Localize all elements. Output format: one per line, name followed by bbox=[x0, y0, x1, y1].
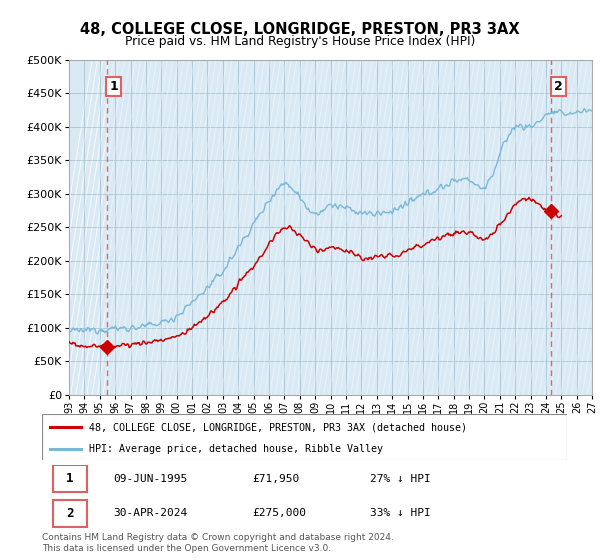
Text: Contains HM Land Registry data © Crown copyright and database right 2024.
This d: Contains HM Land Registry data © Crown c… bbox=[42, 533, 394, 553]
Text: 09-JUN-1995: 09-JUN-1995 bbox=[113, 474, 187, 484]
Text: HPI: Average price, detached house, Ribble Valley: HPI: Average price, detached house, Ribb… bbox=[89, 444, 383, 454]
Text: 1: 1 bbox=[66, 473, 73, 486]
Bar bbox=[53, 465, 86, 492]
Text: 48, COLLEGE CLOSE, LONGRIDGE, PRESTON, PR3 3AX (detached house): 48, COLLEGE CLOSE, LONGRIDGE, PRESTON, P… bbox=[89, 422, 467, 432]
Text: 1: 1 bbox=[110, 80, 118, 93]
Text: £71,950: £71,950 bbox=[252, 474, 299, 484]
Text: £275,000: £275,000 bbox=[252, 508, 306, 518]
Text: 48, COLLEGE CLOSE, LONGRIDGE, PRESTON, PR3 3AX: 48, COLLEGE CLOSE, LONGRIDGE, PRESTON, P… bbox=[80, 22, 520, 38]
Bar bbox=[53, 500, 86, 526]
Text: 30-APR-2024: 30-APR-2024 bbox=[113, 508, 187, 518]
Text: 27% ↓ HPI: 27% ↓ HPI bbox=[370, 474, 431, 484]
Text: 2: 2 bbox=[554, 80, 563, 93]
Text: Price paid vs. HM Land Registry's House Price Index (HPI): Price paid vs. HM Land Registry's House … bbox=[125, 35, 475, 48]
Text: 2: 2 bbox=[66, 507, 73, 520]
Text: 33% ↓ HPI: 33% ↓ HPI bbox=[370, 508, 431, 518]
